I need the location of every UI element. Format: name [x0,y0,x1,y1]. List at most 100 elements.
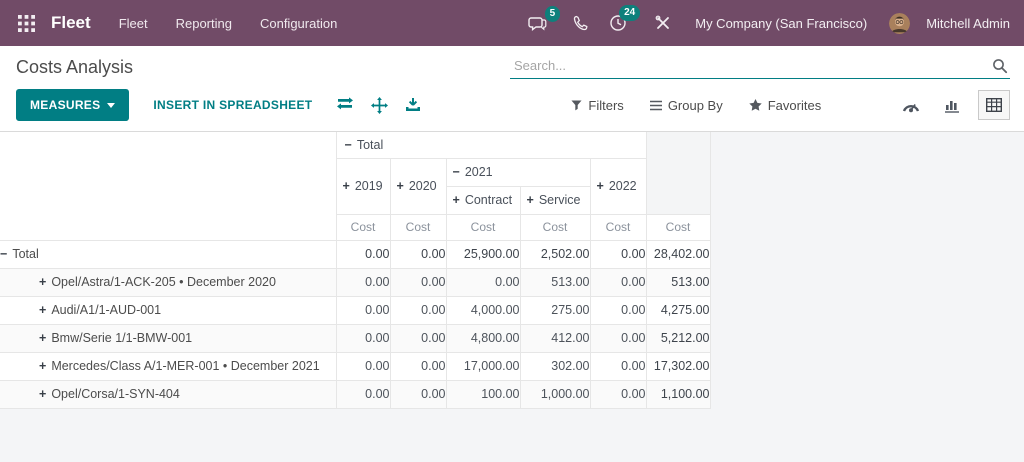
cell: 0.00 [589,379,647,409]
content-area: − Total +2019 +2020 −2021 +2022 [0,132,1024,458]
nav-item-reporting[interactable]: Reporting [175,15,232,31]
expand-icon: + [396,179,404,193]
year-label: 2021 [464,165,493,179]
year-label: 2022 [608,179,637,193]
cell-total: 17,302.00 [645,351,711,381]
favorites-label: Favorites [767,97,822,113]
dashboard-view-button[interactable] [896,92,926,119]
measure-header[interactable]: Cost [589,214,647,241]
col-total-label: Total [356,137,384,152]
measure-header[interactable]: Cost [645,214,711,241]
cell: 302.00 [519,351,591,381]
row-label: Mercedes/Class A/1-MER-001 • December 20… [51,359,320,373]
group-by-button[interactable]: Group By [649,98,723,113]
search-box [510,55,1010,79]
search-input[interactable] [512,57,992,74]
bar-chart-icon [945,100,959,113]
filter-icon [571,99,582,110]
pivot-corner-cell [0,132,336,241]
expand-icon: + [39,303,47,317]
nav-item-fleet[interactable]: Fleet [118,15,148,31]
cell: 0.00 [389,351,447,381]
expand-icon: + [39,359,47,373]
subcol-label: Service [538,193,581,207]
collapse-icon: − [344,137,352,152]
pivot-view-button[interactable] [978,90,1010,120]
row-header-vehicle[interactable]: + Opel/Corsa/1-SYN-404 [0,379,337,409]
row-header-vehicle[interactable]: + Mercedes/Class A/1-MER-001 • December 2… [0,351,337,381]
messages-badge: 5 [544,5,561,22]
table-row: + Bmw/Serie 1/1-BMW-001 0.00 0.00 4,800.0… [0,323,711,353]
col-header-total[interactable]: − Total [335,132,647,159]
chat-icon [528,16,547,31]
year-label: 2019 [354,179,383,193]
measure-header[interactable]: Cost [445,214,521,241]
measures-label: MEASURES [30,98,101,112]
cell: 0.00 [335,267,391,297]
activities-badge: 24 [619,5,641,21]
cell: 0.00 [335,323,391,353]
cell: 4,000.00 [445,295,521,325]
expand-all-button[interactable] [371,96,389,114]
cell-total: 4,275.00 [645,295,711,325]
view-switcher [896,90,1010,120]
apps-menu-icon[interactable] [12,9,41,38]
year-label: 2020 [408,179,437,193]
download-icon [406,98,421,111]
cell: 4,800.00 [445,323,521,353]
phone-icon [574,15,588,31]
insert-in-spreadsheet-button[interactable]: INSERT IN SPREADSHEET [147,97,318,113]
table-row-total: − Total 0.00 0.00 25,900.00 2,502.00 0.00… [0,239,711,269]
cell-total: 513.00 [645,267,711,297]
col-header-2020[interactable]: +2020 [389,158,447,215]
caret-down-icon [107,102,116,108]
user-menu[interactable]: Mitchell Admin [926,15,1010,31]
control-panel: Costs Analysis MEASURES INSERT IN SPREAD… [0,46,1024,132]
collapse-icon: − [452,165,460,179]
measure-header[interactable]: Cost [335,214,391,241]
top-navbar: Fleet Fleet Reporting Configuration 5 24 [0,0,1024,46]
row-header-vehicle[interactable]: + Opel/Astra/1-ACK-205 • December 2020 [0,267,337,297]
measure-header[interactable]: Cost [389,214,447,241]
row-header-vehicle[interactable]: + Bmw/Serie 1/1-BMW-001 [0,323,337,353]
phone-button[interactable] [571,13,591,33]
expand-icon: + [452,193,460,207]
grid-icon [18,14,35,32]
download-button[interactable] [405,97,421,113]
favorites-button[interactable]: Favorites [749,98,821,113]
row-header-total[interactable]: − Total [0,239,337,269]
col-header-2022[interactable]: +2022 [589,158,647,215]
collapse-icon: − [0,247,8,261]
cell-total: 1,100.00 [645,379,711,409]
messages-button[interactable]: 5 [526,5,561,34]
flip-axis-button[interactable] [336,97,354,113]
app-brand[interactable]: Fleet [51,13,91,32]
cell: 0.00 [589,351,647,381]
measure-header[interactable]: Cost [519,214,591,241]
cell: 0.00 [445,267,521,297]
cell: 0.00 [389,295,447,325]
measures-button[interactable]: MEASURES [16,89,130,121]
nav-item-configuration[interactable]: Configuration [259,15,338,31]
col-header-service[interactable]: + Service [519,186,591,215]
company-switcher[interactable]: My Company (San Francisco) [695,15,868,31]
tools-button[interactable] [653,13,673,33]
cell: 0.00 [389,239,447,269]
row-label: Opel/Astra/1-ACK-205 • December 2020 [51,275,276,289]
graph-view-button[interactable] [938,92,966,119]
col-header-contract[interactable]: + Contract [445,186,521,215]
col-header-2021[interactable]: −2021 [445,158,591,187]
row-header-vehicle[interactable]: + Audi/A1/1-AUD-001 [0,295,337,325]
user-photo [889,12,911,34]
pivot-table: − Total +2019 +2020 −2021 +2022 [0,132,711,409]
table-row: + Audi/A1/1-AUD-001 0.00 0.00 4,000.00 27… [0,295,711,325]
cell: 0.00 [389,379,447,409]
search-icon[interactable] [992,58,1008,74]
cell: 0.00 [589,239,647,269]
activities-button[interactable]: 24 [607,5,641,34]
cell: 1,000.00 [519,379,591,409]
avatar[interactable] [889,12,911,34]
filters-button[interactable]: Filters [571,98,624,113]
expand-arrows-icon [371,96,389,114]
col-header-2019[interactable]: +2019 [335,158,391,215]
